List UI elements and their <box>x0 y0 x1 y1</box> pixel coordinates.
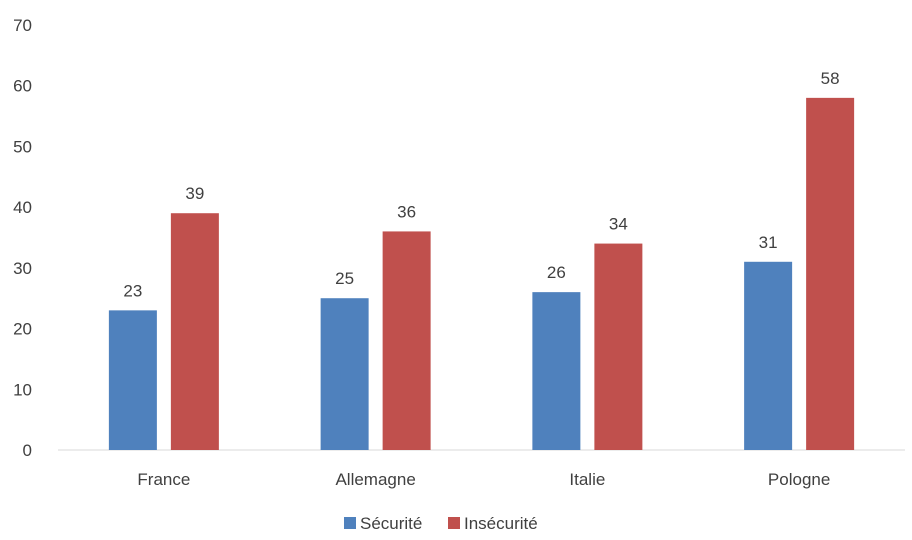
y-tick-label: 40 <box>13 198 32 217</box>
x-tick-label: Allemagne <box>335 470 415 489</box>
y-tick-label: 0 <box>23 441 32 460</box>
data-label: 23 <box>123 281 142 300</box>
bar <box>320 298 369 450</box>
data-label: 39 <box>185 184 204 203</box>
legend-swatch <box>344 517 356 529</box>
bars <box>108 97 855 450</box>
bar <box>170 213 219 450</box>
bar <box>532 292 581 450</box>
y-tick-label: 50 <box>13 137 32 156</box>
bar <box>594 243 643 450</box>
legend-label: Sécurité <box>360 514 422 533</box>
data-label: 34 <box>609 215 628 234</box>
y-tick-label: 60 <box>13 77 32 96</box>
y-tick-label: 30 <box>13 259 32 278</box>
bar <box>382 231 431 450</box>
data-labels: 23 39 25 36 26 34 31 58 <box>123 69 839 301</box>
legend-swatch <box>448 517 460 529</box>
y-tick-label: 10 <box>13 380 32 399</box>
data-label: 36 <box>397 202 416 221</box>
y-tick-label: 20 <box>13 320 32 339</box>
y-axis-tick-labels: 0 10 20 30 40 50 60 70 <box>13 16 32 460</box>
x-tick-label: Italie <box>569 470 605 489</box>
y-tick-label: 70 <box>13 16 32 35</box>
x-tick-label: France <box>137 470 190 489</box>
legend-label: Insécurité <box>464 514 538 533</box>
legend: Sécurité Insécurité <box>344 514 538 533</box>
x-tick-label: Pologne <box>768 470 830 489</box>
data-label: 31 <box>759 233 778 252</box>
data-label: 58 <box>821 69 840 88</box>
bar <box>744 261 793 450</box>
bar <box>806 97 855 450</box>
data-label: 26 <box>547 263 566 282</box>
category-labels: France Allemagne Italie Pologne <box>137 470 830 489</box>
data-label: 25 <box>335 269 354 288</box>
bar <box>108 310 157 450</box>
